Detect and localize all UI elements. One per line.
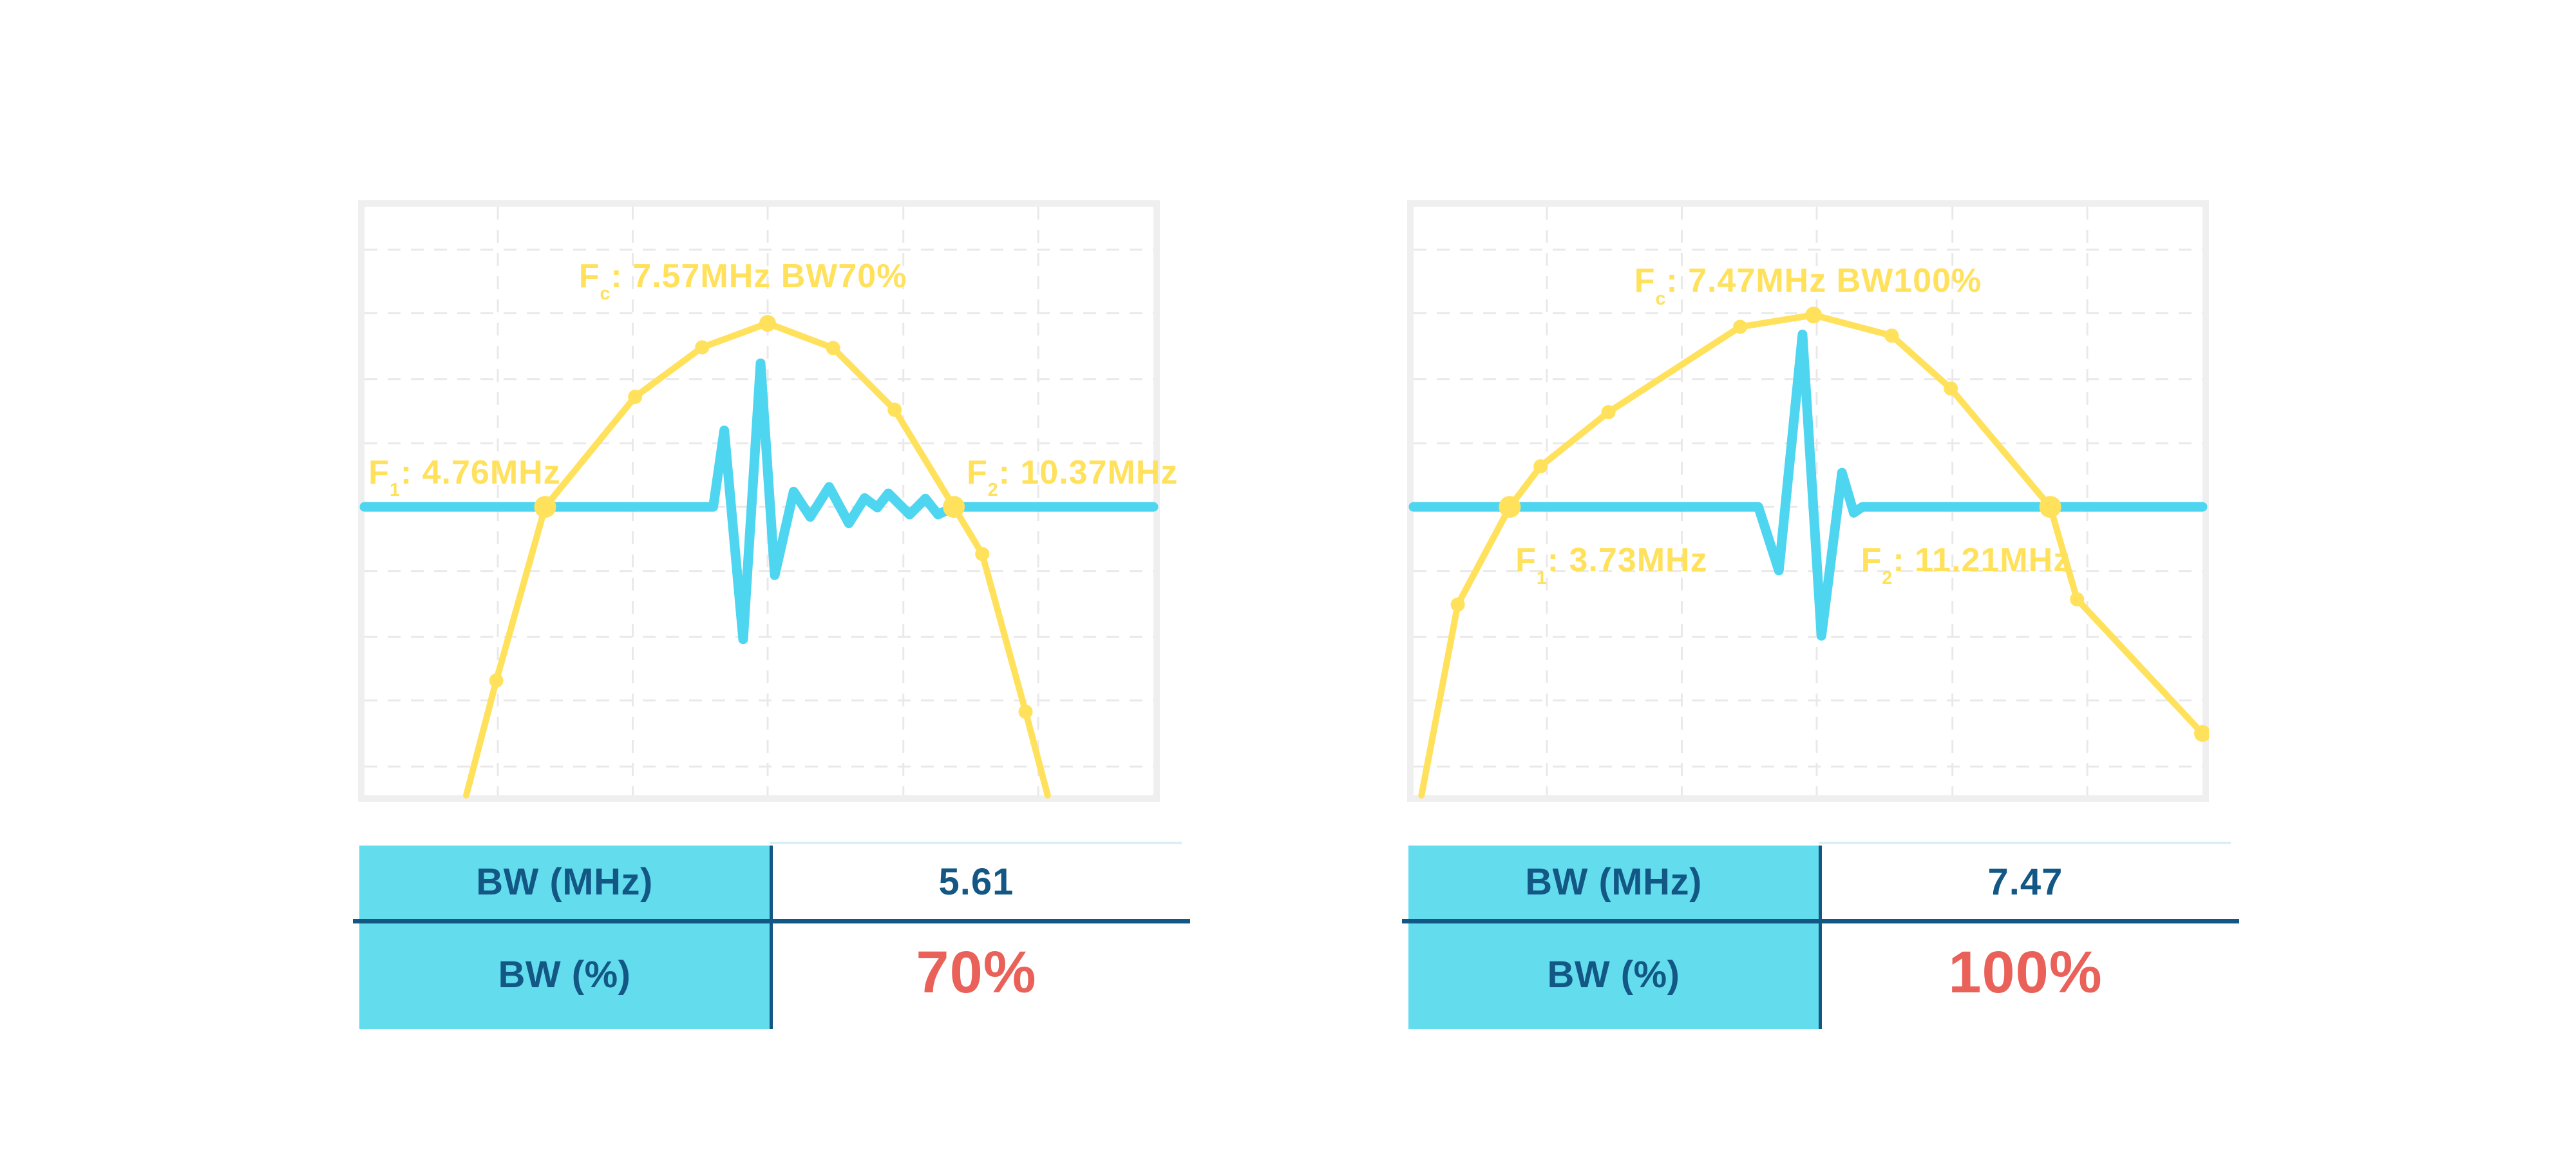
fc-annotation: Fc: 7.57MHz BW70%	[578, 257, 907, 305]
chart-bw70-canvas	[358, 200, 1160, 802]
chart-bw100: Fc: 7.47MHz BW100% F1: 3.73MHz F2: 11.21…	[1407, 200, 2209, 802]
spectrum-marker	[628, 390, 643, 404]
bw-percent-label: BW (%)	[1547, 954, 1680, 996]
bw-mhz-label: BW (MHz)	[1525, 861, 1702, 903]
f2-annotation: F2: 11.21MHz	[1861, 542, 2071, 589]
spectrum-marker	[695, 340, 710, 355]
spectrum-marker	[1533, 459, 1548, 474]
spectrum-curve	[1418, 312, 2206, 799]
spectrum-curve	[463, 320, 1051, 799]
spectrum-marker	[2039, 496, 2061, 518]
table-top-rule	[770, 842, 1182, 844]
spectrum-marker	[1944, 381, 1958, 396]
spectrum-marker	[1884, 328, 1899, 343]
spectrum-marker	[534, 496, 556, 518]
bw-mhz-value: 5.61	[938, 861, 1014, 903]
spectrum-marker	[826, 341, 840, 355]
table-label-column-bg	[1408, 846, 1819, 1029]
pulse-waveform	[359, 358, 1159, 645]
spectrum-marker	[2194, 725, 2209, 742]
spectrum-marker	[1018, 705, 1033, 719]
spectrum-marker	[943, 496, 965, 518]
table-top-rule	[1819, 842, 2231, 844]
spectrum-marker	[1805, 307, 1823, 324]
spectrum-marker	[975, 547, 990, 562]
table-column-divider	[1819, 846, 1822, 1029]
bw-table-100: BW (MHz) 7.47 BW (%) 100%	[1402, 840, 2239, 1034]
f1-annotation: F1: 4.76MHz	[368, 454, 561, 501]
spectrum-marker	[2070, 592, 2085, 607]
spectrum-marker	[759, 315, 776, 332]
spectrum-marker	[489, 673, 504, 688]
spectrum-marker	[1733, 319, 1748, 334]
spectrum-marker	[1499, 496, 1521, 518]
f1-annotation: F1: 3.73MHz	[1515, 542, 1708, 589]
chart-frame	[1407, 200, 2209, 802]
f2-annotation: F2: 10.37MHz	[966, 454, 1179, 501]
spectrum-marker	[1450, 597, 1465, 612]
spectrum-marker	[887, 402, 902, 417]
bw-table-70: BW (MHz) 5.61 BW (%) 70%	[353, 840, 1190, 1034]
pulse-waveform	[1408, 329, 2208, 641]
bw-percent-label: BW (%)	[498, 954, 631, 996]
table-label-column-bg	[359, 846, 770, 1029]
chart-bw100-canvas	[1407, 200, 2209, 802]
bw-percent-value: 100%	[1948, 940, 2103, 1005]
table-column-divider	[770, 846, 773, 1029]
bw-mhz-value: 7.47	[1987, 861, 2063, 903]
chart-bw70: Fc: 7.57MHz BW70% F1: 4.76MHz F2: 10.37M…	[358, 200, 1177, 802]
spectrum-marker	[1601, 405, 1616, 419]
bw-mhz-label: BW (MHz)	[476, 861, 653, 903]
fc-annotation: Fc: 7.47MHz BW100%	[1634, 262, 1982, 309]
bw-percent-value: 70%	[916, 940, 1037, 1005]
